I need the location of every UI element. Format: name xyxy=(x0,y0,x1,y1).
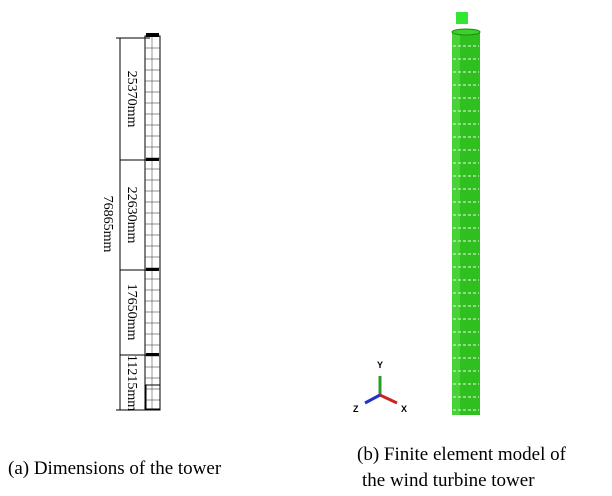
segment-height-label: 11215mm xyxy=(124,355,139,411)
nacelle-mass xyxy=(456,12,468,24)
segment-height-label: 25370mm xyxy=(124,71,139,128)
caption: (b) Finite element model of xyxy=(357,444,567,465)
tower-sections xyxy=(145,48,160,400)
caption: (a) Dimensions of the tower xyxy=(8,458,222,479)
total-height-label: 76865mm xyxy=(100,196,115,253)
axis-triad: Y Z X xyxy=(353,360,407,414)
axis-label: X xyxy=(401,404,407,414)
axis-label: Y xyxy=(377,360,383,370)
tower-top xyxy=(452,29,480,35)
tower-dimension-drawing: 76865mm 25370mm 22630mm 17650mm 11215mm xyxy=(100,33,160,411)
flanges xyxy=(146,33,159,356)
fe-model xyxy=(452,12,480,415)
figure: 76865mm 25370mm 22630mm 17650mm 11215mm … xyxy=(0,0,612,496)
tower-base xyxy=(146,385,160,409)
axis-label: Z xyxy=(353,404,359,414)
segment-height-label: 22630mm xyxy=(124,187,139,244)
caption: the wind turbine tower xyxy=(362,470,535,491)
segment-height-label: 17650mm xyxy=(124,284,139,341)
